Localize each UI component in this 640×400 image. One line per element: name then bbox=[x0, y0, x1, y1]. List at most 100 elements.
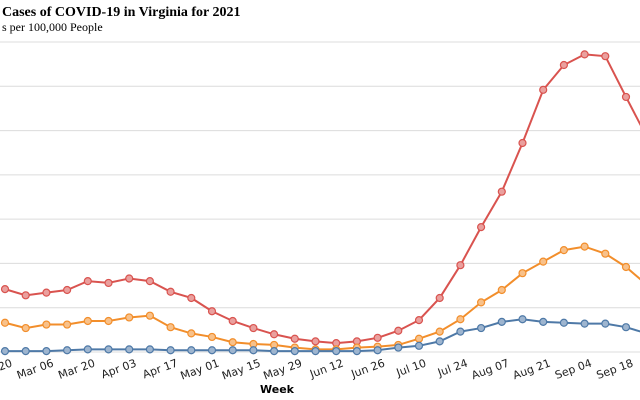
point bbox=[559, 246, 569, 255]
point bbox=[83, 277, 92, 286]
point bbox=[207, 346, 217, 355]
x-tick-label: Mar 06 bbox=[15, 357, 55, 382]
point bbox=[187, 293, 196, 303]
point bbox=[601, 52, 610, 61]
point bbox=[559, 318, 569, 327]
point bbox=[456, 261, 465, 270]
point bbox=[290, 347, 299, 356]
point bbox=[311, 347, 320, 356]
point bbox=[414, 334, 424, 343]
point bbox=[145, 311, 154, 320]
point bbox=[539, 257, 548, 266]
point bbox=[42, 320, 51, 329]
point bbox=[518, 269, 527, 278]
point bbox=[580, 319, 589, 328]
point bbox=[145, 277, 154, 286]
point bbox=[104, 316, 113, 326]
x-axis-title: Week bbox=[260, 383, 295, 396]
x-tick-label: b 20 bbox=[0, 357, 14, 378]
x-tick-label: Jun 12 bbox=[307, 357, 345, 381]
point bbox=[435, 327, 444, 336]
point bbox=[0, 318, 10, 327]
point bbox=[270, 330, 279, 339]
point bbox=[42, 347, 51, 356]
point bbox=[621, 92, 631, 102]
point bbox=[435, 293, 444, 303]
point bbox=[228, 316, 237, 326]
x-tick-label: Apr 17 bbox=[141, 357, 180, 382]
point bbox=[21, 291, 30, 300]
point bbox=[228, 346, 237, 355]
x-tick-label: Sep 18 bbox=[595, 357, 635, 382]
point bbox=[456, 327, 465, 336]
point bbox=[497, 285, 506, 295]
series-line bbox=[4, 53, 640, 345]
x-tick-label: Jul 24 bbox=[435, 357, 469, 380]
point bbox=[394, 326, 403, 335]
point bbox=[166, 346, 175, 355]
point bbox=[21, 323, 30, 333]
chart-subtitle: s per 100,000 People bbox=[2, 20, 103, 34]
point bbox=[125, 313, 134, 322]
point bbox=[62, 285, 72, 295]
point bbox=[435, 337, 444, 346]
x-tick-label: Aug 21 bbox=[511, 357, 552, 383]
point bbox=[207, 307, 217, 316]
x-tick-label: Jul 10 bbox=[394, 357, 428, 380]
point bbox=[125, 274, 134, 283]
point bbox=[497, 317, 506, 326]
x-tick-label: May 29 bbox=[262, 357, 304, 383]
point bbox=[166, 287, 175, 296]
point bbox=[456, 315, 465, 324]
x-tick-label: Aug 07 bbox=[470, 357, 511, 383]
point bbox=[104, 278, 113, 288]
point bbox=[414, 341, 424, 350]
point bbox=[187, 329, 196, 338]
point bbox=[311, 337, 320, 346]
x-tick-label: Sep 04 bbox=[553, 357, 593, 382]
x-tick-label: Jun 26 bbox=[349, 357, 387, 381]
point bbox=[394, 343, 403, 352]
point bbox=[104, 345, 113, 354]
x-tick-label: Apr 03 bbox=[99, 357, 138, 382]
chart-title: Cases of COVID-19 in Virginia for 2021 bbox=[2, 5, 241, 20]
point bbox=[373, 346, 382, 355]
x-tick-label: May 15 bbox=[220, 357, 262, 383]
point bbox=[539, 317, 548, 326]
point bbox=[270, 347, 279, 356]
point bbox=[166, 323, 175, 332]
plot bbox=[0, 50, 640, 356]
point bbox=[477, 323, 486, 333]
x-tick-label: Mar 20 bbox=[56, 357, 96, 382]
point bbox=[621, 262, 631, 272]
point bbox=[621, 323, 631, 332]
point bbox=[42, 288, 51, 297]
point bbox=[125, 345, 134, 354]
point bbox=[83, 316, 92, 326]
point bbox=[83, 345, 92, 354]
point bbox=[228, 338, 237, 347]
point bbox=[601, 319, 610, 328]
point bbox=[477, 298, 486, 307]
point bbox=[62, 320, 72, 329]
point bbox=[187, 346, 196, 355]
point bbox=[373, 333, 382, 342]
point bbox=[290, 334, 299, 343]
point bbox=[249, 346, 258, 355]
point bbox=[477, 223, 486, 232]
point bbox=[332, 347, 341, 356]
point bbox=[62, 346, 72, 355]
point bbox=[352, 347, 361, 356]
point bbox=[414, 316, 424, 325]
point bbox=[518, 315, 527, 324]
point bbox=[539, 85, 548, 94]
point bbox=[21, 347, 30, 356]
point bbox=[518, 138, 527, 148]
point bbox=[601, 249, 610, 258]
point bbox=[0, 347, 10, 356]
point bbox=[580, 242, 589, 251]
point bbox=[0, 285, 10, 294]
point bbox=[580, 50, 589, 59]
grid bbox=[0, 41, 640, 353]
